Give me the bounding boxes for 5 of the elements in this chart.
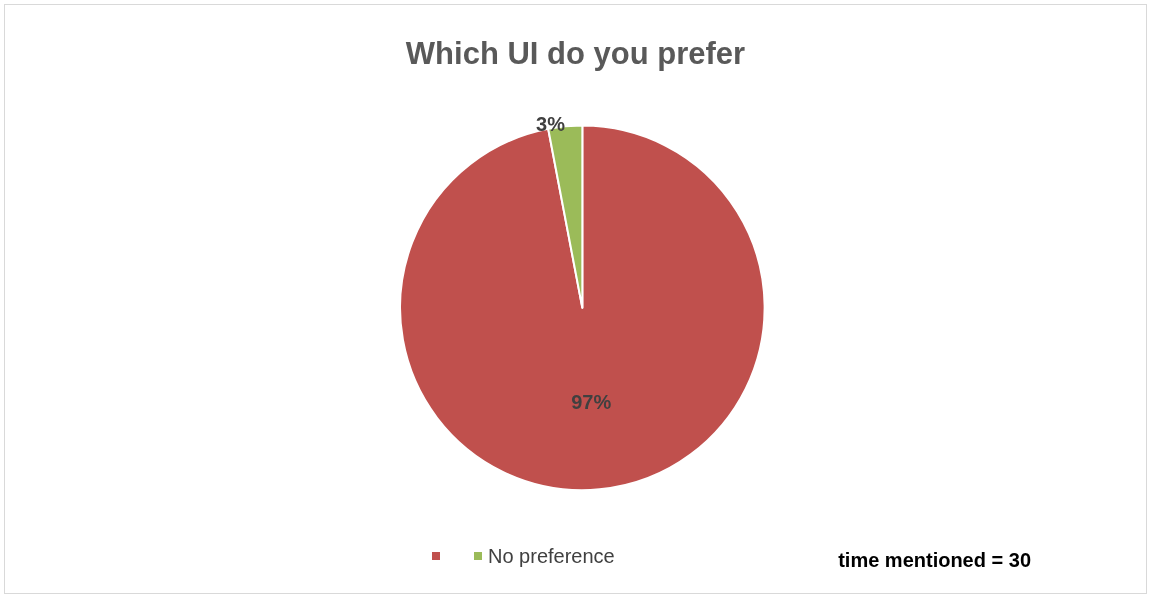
data-label: 97% (571, 390, 612, 413)
data-label: 3% (536, 113, 566, 136)
chart-title: Which UI do you prefer (405, 36, 746, 71)
legend-label: No preference (488, 545, 615, 567)
text: time mentioned = 30 (838, 549, 1032, 571)
